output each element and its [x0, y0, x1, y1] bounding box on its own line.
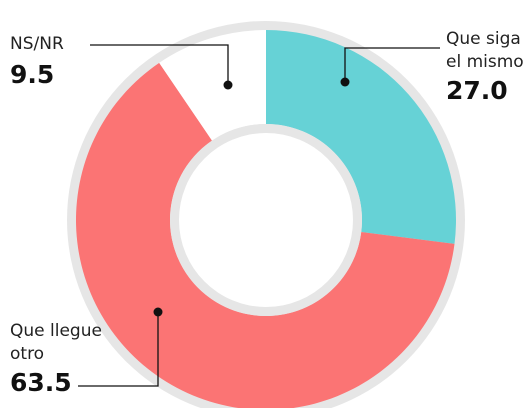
leader-line: [344, 47, 440, 82]
donut-segment: [76, 62, 455, 408]
leader-line: [78, 312, 159, 387]
leader-dot: [223, 80, 233, 90]
donut-segment: [159, 30, 266, 141]
leader-dot: [340, 77, 350, 87]
category-label: Que siga el mismo: [446, 29, 524, 72]
value-label: 9.5: [10, 60, 55, 89]
leader-line: [90, 44, 229, 85]
donut-segment: [266, 30, 456, 244]
value-label: 27.0: [446, 76, 508, 105]
leader-dot: [153, 307, 163, 317]
category-label: NS/NR: [10, 34, 64, 54]
hole: [179, 133, 353, 307]
category-label: Que llegue otro: [10, 321, 102, 364]
value-label: 63.5: [10, 368, 72, 397]
